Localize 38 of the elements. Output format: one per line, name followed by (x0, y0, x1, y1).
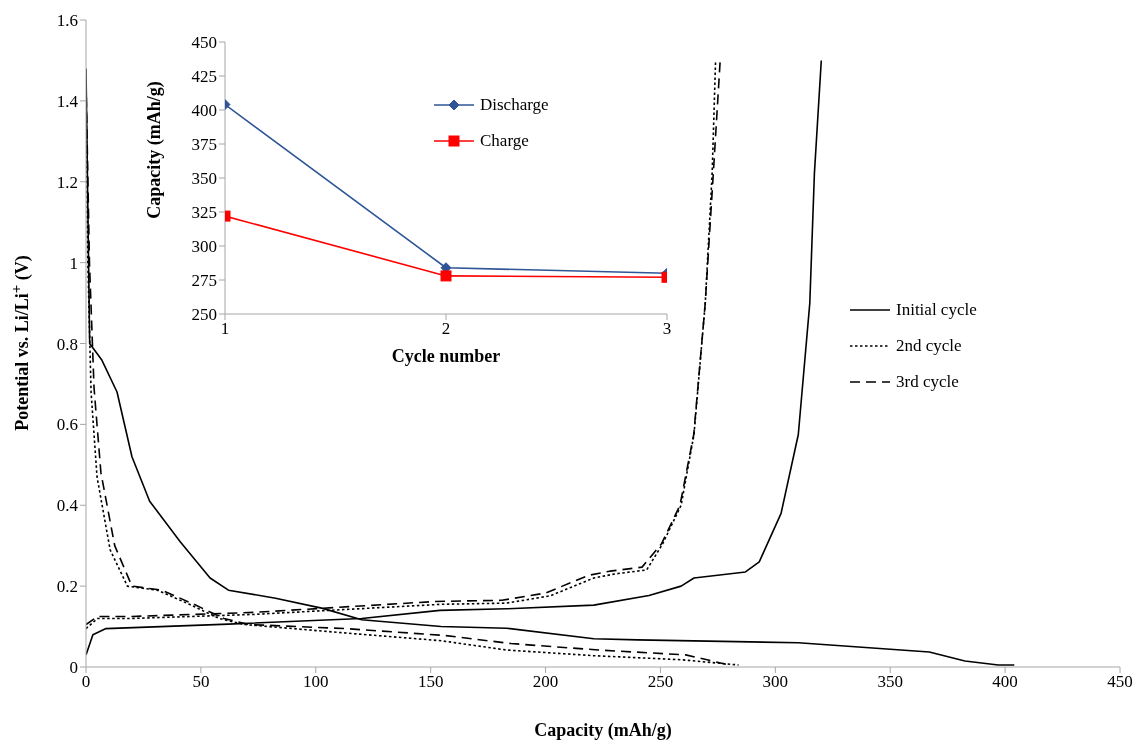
y-tick-label: 1.6 (56, 11, 78, 31)
x-axis-title: Cycle number (391, 346, 501, 366)
y-tick-label: 1.4 (56, 91, 79, 111)
y-tick-label: 0 (69, 658, 78, 678)
y-tick-label: 325 (191, 203, 217, 223)
y-tick-label: 275 (191, 271, 217, 291)
legend-label: Initial cycle (896, 300, 977, 320)
y-tick-label: 375 (191, 135, 217, 155)
y-tick-label: 0.2 (56, 577, 78, 597)
y-tick-label: 450 (191, 33, 217, 53)
y-tick-label: 425 (191, 67, 217, 87)
x-tick-label: 250 (647, 672, 674, 692)
y-tick-label: 0.4 (56, 496, 79, 516)
y-axis-title: Capacity (mAh/g) (143, 81, 165, 219)
y-tick-label: 250 (191, 305, 217, 325)
y-tick-label: 350 (191, 169, 217, 189)
y-tick-label: 300 (191, 237, 217, 257)
y-tick-label: 400 (191, 101, 217, 121)
legend-label: 2nd cycle (896, 336, 962, 356)
x-tick-label: 3 (662, 319, 672, 339)
x-tick-label: 1 (220, 319, 230, 339)
x-tick-label: 400 (992, 672, 1018, 692)
x-tick-label: 2 (441, 319, 451, 339)
x-tick-label: 150 (417, 672, 444, 692)
y-tick-label: 1 (69, 253, 78, 273)
legend-label: Charge (480, 131, 529, 151)
x-tick-label: 50 (192, 672, 210, 692)
legend-label: 3rd cycle (896, 372, 959, 392)
legend-label: Discharge (480, 95, 549, 115)
x-tick-label: 100 (303, 672, 329, 692)
y-tick-label: 0.6 (56, 415, 78, 435)
x-tick-label: 450 (1107, 672, 1132, 692)
x-tick-label: 350 (877, 672, 903, 692)
x-tick-label: 300 (762, 672, 789, 692)
y-tick-label: 1.2 (56, 172, 78, 192)
x-tick-label: 200 (532, 672, 559, 692)
x-axis-title: Capacity (mAh/g) (534, 720, 672, 740)
y-tick-label: 0.8 (56, 334, 78, 354)
